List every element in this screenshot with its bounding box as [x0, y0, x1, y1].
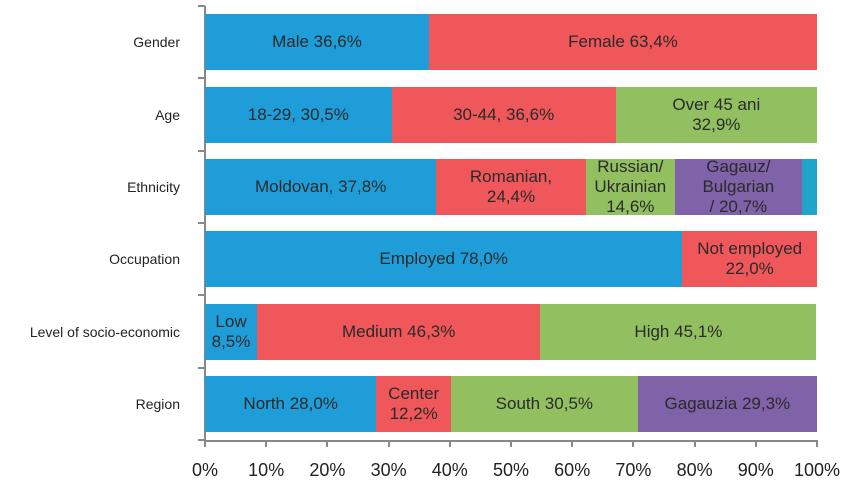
x-tick-label: 40% [431, 460, 468, 480]
bar-segment [540, 303, 817, 360]
category-label: Ethnicity [127, 178, 180, 195]
segment-label: 18-29, 30,5% [247, 104, 349, 124]
category-label: Region [135, 395, 180, 412]
y-tick [198, 294, 205, 297]
category-label: Gender [133, 34, 180, 51]
x-tick-label: 50% [492, 460, 530, 480]
x-tick [510, 440, 512, 447]
x-tick [571, 440, 574, 447]
category-label: Occupation [109, 251, 180, 268]
segment-label: Over 45 ani 32,9% [672, 94, 761, 134]
bar-segment [391, 86, 616, 143]
segment-label: Low 8,5% [211, 311, 251, 351]
bar-segment [615, 86, 817, 143]
x-tick [816, 440, 818, 447]
segment-label: Gagauz/ Bulgarian / 20,7% [702, 156, 775, 216]
segment-label: Not employed 22,0% [697, 239, 803, 279]
bar-segment [637, 375, 817, 432]
y-tick [198, 5, 205, 7]
x-tick [265, 440, 268, 447]
y-tick [198, 439, 205, 441]
x-tick [693, 440, 696, 447]
x-tick [326, 440, 329, 447]
x-tick [387, 440, 390, 447]
bar-segment [585, 158, 675, 215]
y-tick [198, 149, 205, 152]
bar-segment [205, 375, 377, 432]
segment-label: Moldovan, 37,8% [254, 176, 387, 196]
bar-segment [428, 14, 817, 71]
segment-label: South 30,5% [495, 393, 594, 413]
segment-label: 30-44, 36,6% [453, 104, 555, 124]
x-tick-label: 10% [248, 460, 285, 480]
segment-label: Employed 78,0% [379, 249, 508, 269]
bar-segment [257, 303, 541, 360]
bar-segment [675, 158, 802, 215]
bar-segment [205, 231, 683, 288]
segment-label: Male 36,6% [272, 32, 362, 52]
segment-label: Female 63,4% [568, 32, 678, 52]
x-tick-label: 20% [309, 460, 346, 480]
bar-segment [682, 231, 817, 288]
x-tick [204, 440, 206, 447]
segment-label: Center 12,2% [388, 383, 440, 423]
segment-label: Russian/ Ukrainian 14,6% [594, 156, 667, 216]
y-tick [198, 366, 205, 369]
segment-label: North 28,0% [243, 393, 338, 413]
x-tick-label: 100% [793, 460, 841, 480]
x-tick-label: 60% [554, 460, 591, 480]
category-label: Age [155, 106, 180, 123]
bar-segment [451, 375, 638, 432]
bar-segment [205, 303, 258, 360]
bar-segment [205, 158, 437, 215]
bar-segment [801, 158, 817, 215]
segment-label: Gagauzia 29,3% [664, 393, 791, 413]
category-label: Level of socio-economic [29, 323, 180, 340]
y-tick [198, 222, 205, 224]
segment-label: Medium 46,3% [341, 321, 456, 341]
bar-segment [436, 158, 586, 215]
x-tick-label: 30% [370, 460, 407, 480]
y-tick [198, 77, 205, 80]
x-tick [754, 440, 757, 447]
bar-segment [205, 86, 392, 143]
x-tick-label: 80% [676, 460, 713, 480]
x-tick-label: 90% [737, 460, 774, 480]
x-tick [448, 440, 451, 447]
x-tick-label: 0% [191, 460, 219, 480]
bar-segment [205, 14, 429, 71]
y-axis [204, 6, 206, 440]
segment-label: Romanian, 24,4% [469, 166, 553, 206]
bar-segment [376, 375, 452, 432]
x-tick-label: 70% [615, 460, 652, 480]
segment-label: High 45,1% [634, 321, 723, 341]
x-tick [632, 440, 635, 447]
